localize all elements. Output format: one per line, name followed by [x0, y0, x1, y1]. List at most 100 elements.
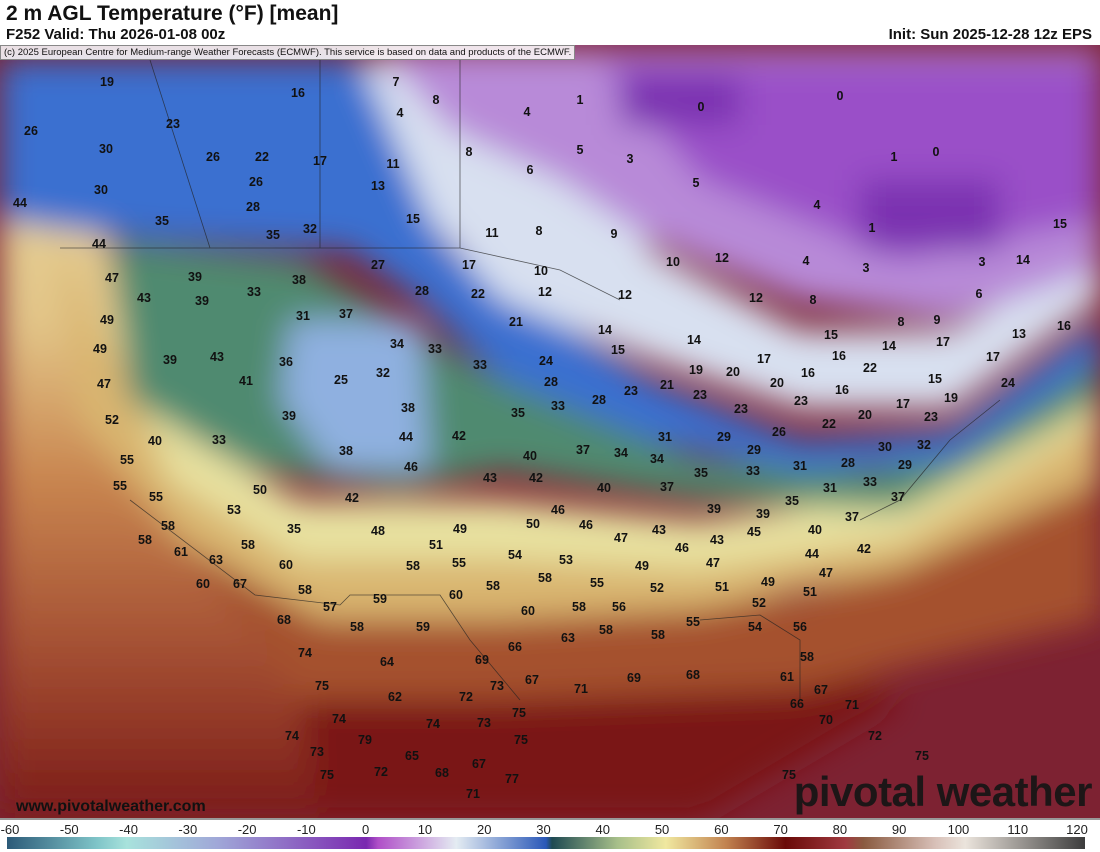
- temperature-label: 28: [415, 284, 429, 298]
- temperature-label: 22: [471, 287, 485, 301]
- temperature-label: 3: [862, 261, 870, 275]
- temperature-label: 62: [388, 690, 402, 704]
- pivotal-weather-logo: pivotal weather: [793, 768, 1093, 815]
- temperature-label: 51: [715, 580, 729, 594]
- temperature-label: 6: [526, 163, 534, 177]
- temperature-label: 54: [508, 548, 522, 562]
- temperature-label: 46: [551, 503, 565, 517]
- temperature-label: 43: [210, 350, 224, 364]
- temperature-label: 46: [675, 541, 689, 555]
- colorbar-tick-label: -50: [59, 822, 79, 837]
- temperature-label: 66: [508, 640, 522, 654]
- colorbar-gradient: [7, 837, 1085, 849]
- temperature-label: 56: [612, 600, 626, 614]
- temperature-label: 29: [898, 458, 912, 472]
- temperature-label: 30: [99, 142, 113, 156]
- temperature-label: 31: [296, 309, 310, 323]
- temperature-label: 55: [113, 479, 127, 493]
- temperature-label: 68: [277, 613, 291, 627]
- temperature-label: 6: [975, 287, 983, 301]
- temperature-label: 26: [249, 175, 263, 189]
- temperature-label: 49: [635, 559, 649, 573]
- temperature-label: 23: [924, 410, 938, 424]
- temperature-label: 55: [590, 576, 604, 590]
- init-time: Init: Sun 2025-12-28 12z EPS: [888, 26, 1092, 43]
- temperature-label: 59: [416, 620, 430, 634]
- temperature-label: 52: [650, 581, 664, 595]
- colorbar-tick-label: 40: [595, 822, 610, 837]
- temperature-label: 15: [928, 372, 942, 386]
- temperature-label: 20: [858, 408, 872, 422]
- temperature-label: 57: [323, 600, 337, 614]
- temperature-label: 66: [790, 697, 804, 711]
- colorbar-tick-label: 80: [832, 822, 848, 837]
- temperature-label: 13: [371, 179, 385, 193]
- temperature-label: 8: [897, 315, 905, 329]
- temperature-label: 8: [432, 93, 440, 107]
- temperature-label: 38: [292, 273, 306, 287]
- temperature-label: 61: [174, 545, 188, 559]
- temperature-label: 20: [770, 376, 784, 390]
- temperature-label: 15: [611, 343, 625, 357]
- temperature-label: 22: [863, 361, 877, 375]
- temperature-label: 35: [694, 466, 708, 480]
- temperature-label: 16: [835, 383, 849, 397]
- temperature-label: 58: [486, 579, 500, 593]
- temperature-field: [0, 45, 1100, 818]
- temperature-label: 17: [936, 335, 950, 349]
- temperature-label: 15: [1053, 217, 1067, 231]
- temperature-label: 35: [155, 214, 169, 228]
- temperature-label: 31: [658, 430, 672, 444]
- temperature-label: 71: [574, 682, 588, 696]
- colorbar-tick-label: -30: [178, 822, 198, 837]
- colorbar-tick-label: 30: [536, 822, 551, 837]
- temperature-label: 39: [756, 507, 770, 521]
- temperature-label: 35: [266, 228, 280, 242]
- temperature-label: 58: [161, 519, 175, 533]
- temperature-label: 74: [298, 646, 312, 660]
- temperature-label: 33: [746, 464, 760, 478]
- temperature-label: 75: [320, 768, 334, 782]
- colorbar: -60 -50 -40 -30 -20 -10 0 10 20 30 40 50 60 70 80 90 100…: [0, 818, 1100, 852]
- temperature-label: 8: [809, 293, 817, 307]
- temperature-label: 55: [452, 556, 466, 570]
- temperature-label: 58: [298, 583, 312, 597]
- temperature-label: 40: [148, 434, 162, 448]
- temperature-label: 10: [666, 255, 680, 269]
- temperature-label: 72: [459, 690, 473, 704]
- temperature-label: 32: [917, 438, 931, 452]
- copyright-notice: (c) 2025 European Centre for Medium-rang…: [0, 45, 576, 60]
- temperature-label: 52: [105, 413, 119, 427]
- temperature-label: 1: [868, 221, 876, 235]
- temperature-label: 70: [819, 713, 833, 727]
- temperature-label: 43: [710, 533, 724, 547]
- temperature-label: 30: [878, 440, 892, 454]
- temperature-label: 39: [282, 409, 296, 423]
- temperature-label: 47: [614, 531, 628, 545]
- temperature-label: 74: [332, 712, 346, 726]
- temperature-label: 16: [801, 366, 815, 380]
- temperature-label: 4: [813, 198, 821, 212]
- temperature-label: 67: [233, 577, 247, 591]
- temperature-label: 33: [428, 342, 442, 356]
- temperature-label: 55: [120, 453, 134, 467]
- temperature-label: 14: [598, 323, 612, 337]
- temperature-label: 44: [805, 547, 819, 561]
- temperature-label: 25: [334, 373, 348, 387]
- temperature-label: 46: [404, 460, 418, 474]
- temperature-label: 3: [626, 152, 634, 166]
- temperature-label: 74: [426, 717, 440, 731]
- temperature-label: 72: [868, 729, 882, 743]
- temperature-label: 73: [477, 716, 491, 730]
- colorbar-tick-label: 90: [891, 822, 907, 837]
- temperature-label: 16: [832, 349, 846, 363]
- temperature-label: 12: [538, 285, 552, 299]
- temperature-label: 64: [380, 655, 394, 669]
- temperature-label: 58: [572, 600, 586, 614]
- temperature-label: 58: [800, 650, 814, 664]
- temperature-label: 13: [1012, 327, 1026, 341]
- website-url[interactable]: www.pivotalweather.com: [16, 798, 206, 815]
- temperature-map[interactable]: [0, 45, 1100, 818]
- temperature-label: 74: [285, 729, 299, 743]
- colorbar-tick-label: 70: [773, 822, 788, 837]
